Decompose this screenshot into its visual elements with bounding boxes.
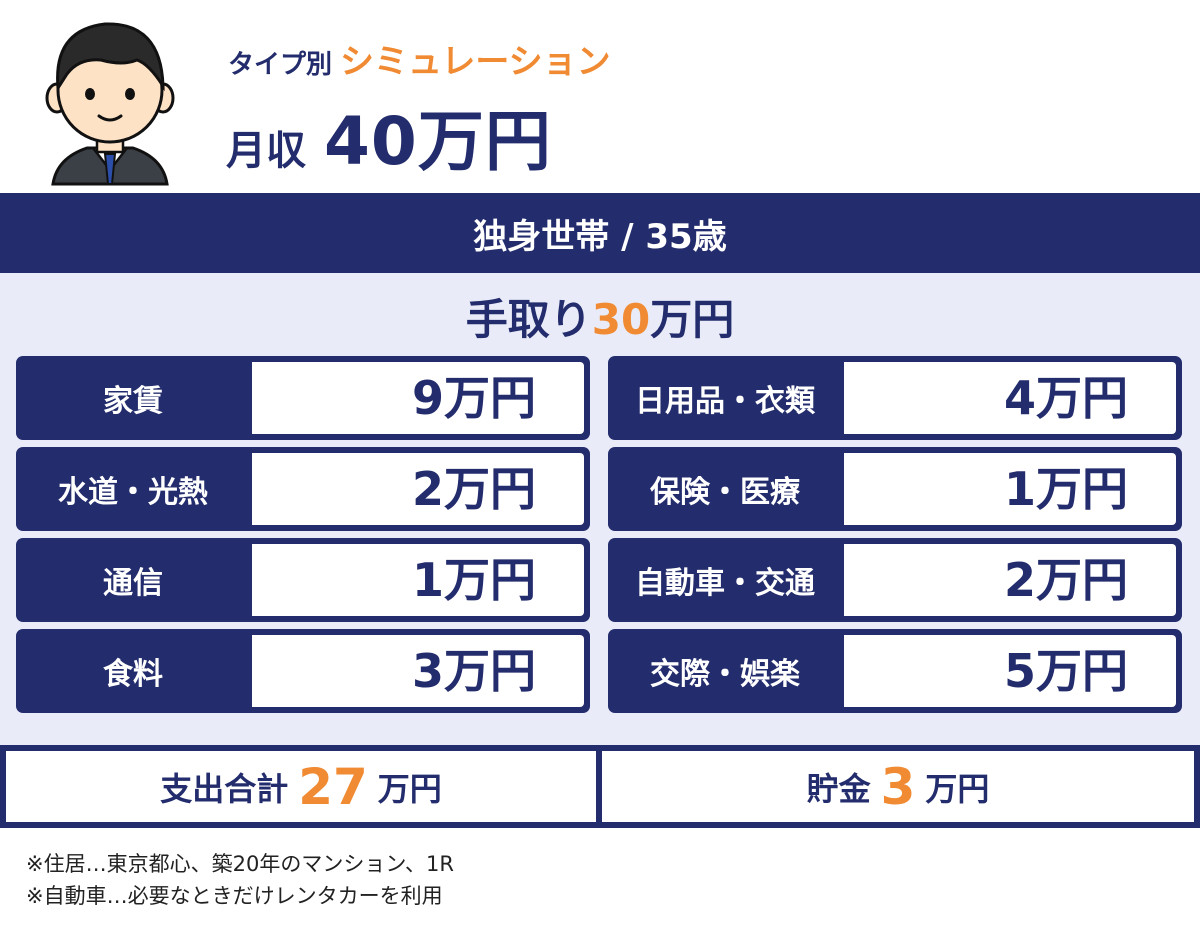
- total-spending-unit: 万円: [377, 769, 442, 808]
- expense-item-food: 食料 3万円: [16, 629, 590, 713]
- expense-value: 9万円: [411, 371, 536, 425]
- footnote-car: ※自動車…必要なときだけレンタカーを利用: [26, 884, 443, 908]
- expense-value-box: 1万円: [252, 544, 584, 616]
- expense-value: 2万円: [411, 462, 536, 516]
- expense-value-box: 4万円: [844, 362, 1176, 434]
- income-value: 40万円: [324, 103, 552, 180]
- businessman-avatar-icon: [45, 8, 175, 186]
- savings-number: 3: [880, 757, 916, 816]
- subtitle-accent: シミュレーション: [340, 42, 611, 82]
- expense-label: 水道・光熱: [58, 475, 208, 510]
- total-spending: 支出合計 27 万円: [6, 751, 596, 822]
- expense-label: 保険・医療: [650, 475, 800, 510]
- expense-value-box: 3万円: [252, 635, 584, 707]
- income-label: 月収: [226, 128, 306, 174]
- expense-value-box: 2万円: [252, 453, 584, 525]
- expense-label: 通信: [103, 566, 163, 601]
- household-text: 独身世帯 / 35歳: [473, 216, 727, 257]
- header: タイプ別 シミュレーション 月収 40万円: [0, 0, 1200, 193]
- expense-value: 1万円: [411, 553, 536, 607]
- expense-value: 1万円: [1003, 462, 1128, 516]
- expense-item-daily-goods: 日用品・衣類 4万円: [608, 356, 1182, 440]
- expense-value-box: 5万円: [844, 635, 1176, 707]
- total-spending-label: 支出合計: [160, 769, 289, 808]
- expense-item-entertainment: 交際・娯楽 5万円: [608, 629, 1182, 713]
- total-spending-number: 27: [298, 757, 368, 816]
- expense-value: 4万円: [1003, 371, 1128, 425]
- expense-value: 2万円: [1003, 553, 1128, 607]
- expense-label: 自動車・交通: [635, 566, 815, 601]
- expense-value: 3万円: [411, 644, 536, 698]
- expense-label: 食料: [103, 657, 163, 692]
- expense-item-insurance: 保険・医療 1万円: [608, 447, 1182, 531]
- simulation-subtitle: タイプ別 シミュレーション: [228, 34, 611, 83]
- take-home-pay: 手取り30万円: [0, 286, 1200, 347]
- expense-value-box: 9万円: [252, 362, 584, 434]
- take-home-prefix: 手取り: [465, 295, 592, 344]
- totals-bar: 支出合計 27 万円 貯金 3 万円: [0, 745, 1200, 828]
- savings: 貯金 3 万円: [602, 751, 1194, 822]
- monthly-income: 月収 40万円: [226, 88, 552, 184]
- expense-value: 5万円: [1003, 644, 1128, 698]
- expense-item-rent: 家賃 9万円: [16, 356, 590, 440]
- expense-label: 家賃: [103, 384, 163, 419]
- expense-item-communication: 通信 1万円: [16, 538, 590, 622]
- savings-unit: 万円: [925, 769, 990, 808]
- savings-label: 貯金: [806, 769, 871, 808]
- footnote-housing: ※住居…東京都心、築20年のマンション、1R: [26, 852, 455, 876]
- expense-item-utilities: 水道・光熱 2万円: [16, 447, 590, 531]
- expense-item-transport: 自動車・交通 2万円: [608, 538, 1182, 622]
- household-band: 独身世帯 / 35歳: [0, 193, 1200, 273]
- take-home-suffix: 万円: [650, 295, 735, 344]
- expense-value-box: 1万円: [844, 453, 1176, 525]
- subtitle-prefix: タイプ別: [228, 50, 333, 80]
- expense-value-box: 2万円: [844, 544, 1176, 616]
- expense-label: 交際・娯楽: [650, 657, 800, 692]
- expense-label: 日用品・衣類: [635, 384, 815, 419]
- take-home-number: 30: [591, 295, 651, 344]
